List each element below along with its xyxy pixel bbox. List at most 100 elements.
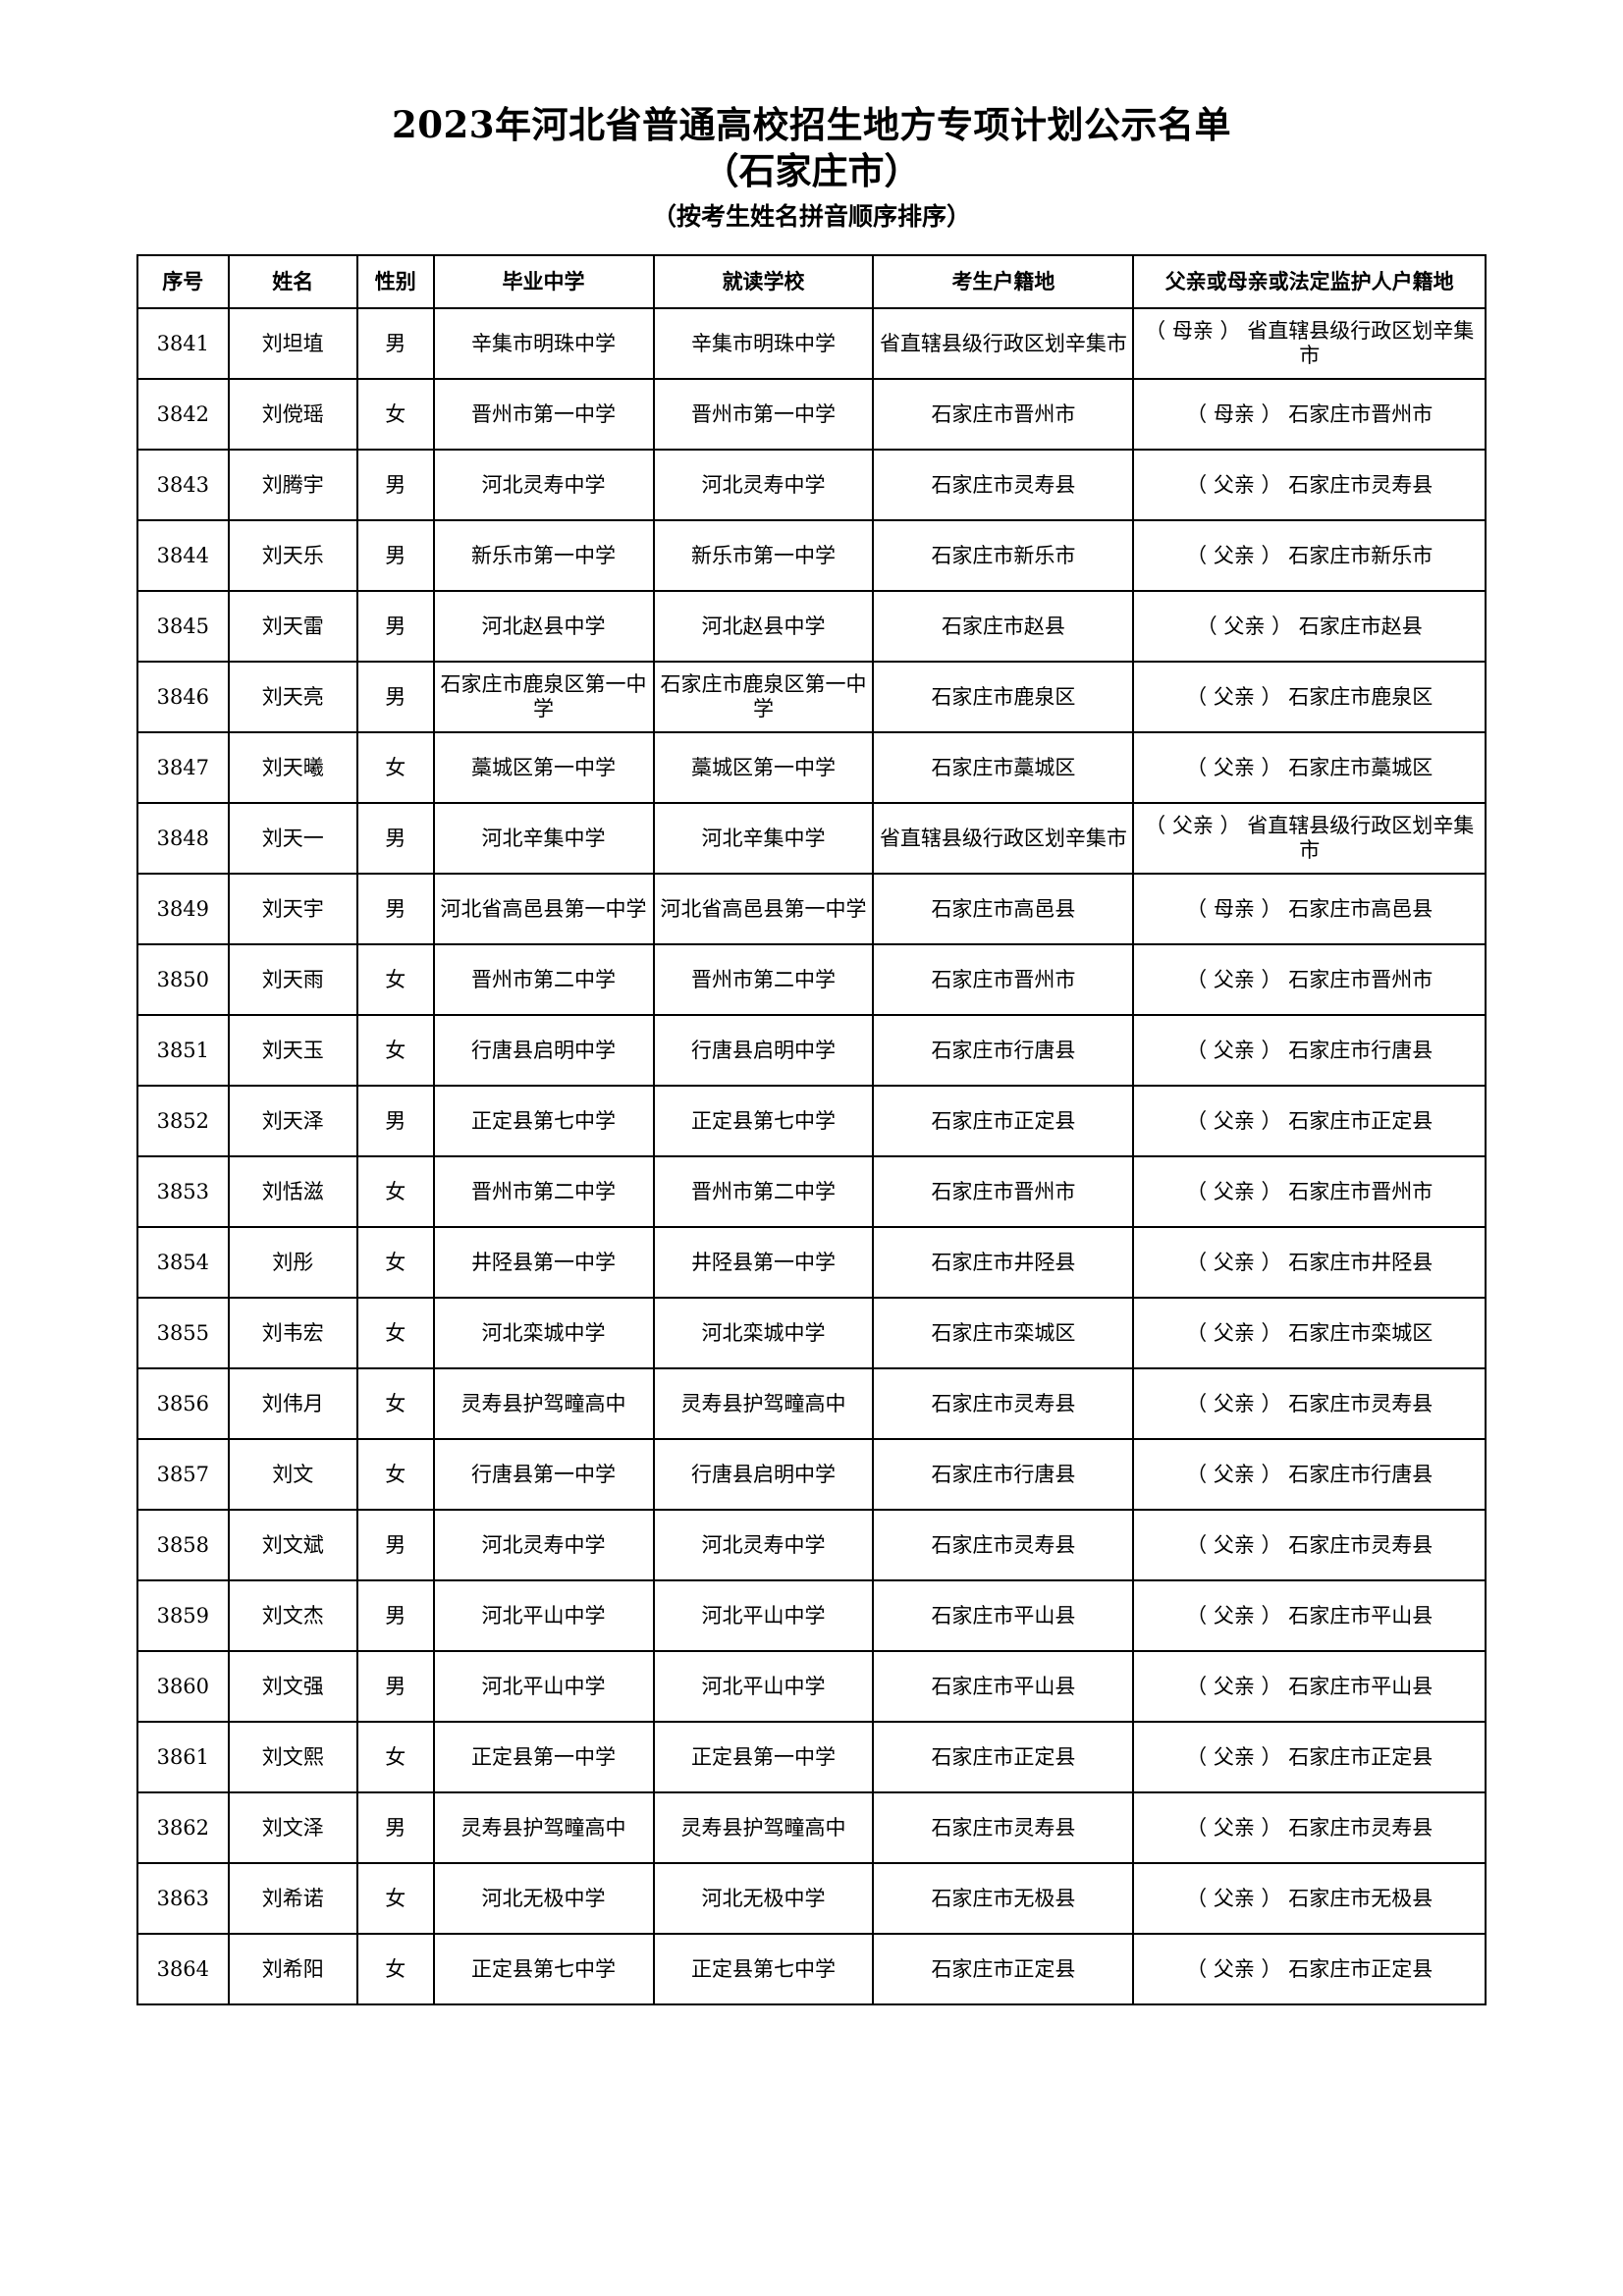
cell-guardian-registry: （ 父亲 ） 石家庄市新乐市 xyxy=(1132,519,1487,593)
cell-index: 3841 xyxy=(136,307,230,381)
cell-highschool: 河北赵县中学 xyxy=(432,590,655,664)
cell-guardian-registry: （ 父亲 ） 石家庄市无极县 xyxy=(1132,1862,1487,1936)
cell-index: 3849 xyxy=(136,873,230,946)
cell-sex: 男 xyxy=(355,661,435,734)
table-row: 3841 刘坦埴男辛集市明珠中学 辛集市明珠中学 省直辖县级行政区划辛集市（ 母亲 ）… xyxy=(136,307,1487,381)
cell-guardian-registry: （ 父亲 ） 石家庄市井陉县 xyxy=(1132,1226,1487,1300)
cell-registry: 石家庄市灵寿县 xyxy=(872,1791,1135,1865)
cell-registry: 石家庄市平山县 xyxy=(872,1650,1135,1724)
cell-current-school: 灵寿县护驾疃高中 xyxy=(652,1791,875,1865)
cell-index: 3846 xyxy=(136,661,230,734)
cell-guardian-registry: （ 父亲 ） 石家庄市栾城区 xyxy=(1132,1297,1487,1370)
cell-guardian-registry: （ 父亲 ） 石家庄市行唐县 xyxy=(1132,1438,1487,1512)
cell-registry: 石家庄市行唐县 xyxy=(872,1014,1135,1088)
table-row: 3855 刘韦宏女河北栾城中学 河北栾城中学 石家庄市栾城区（ 父亲 ） 石家庄市栾城… xyxy=(136,1297,1487,1370)
cell-registry: 石家庄市正定县 xyxy=(872,1933,1135,2006)
cell-current-school: 藁城区第一中学 xyxy=(652,731,875,805)
cell-index: 3860 xyxy=(136,1650,230,1724)
cell-current-school: 河北灵寿中学 xyxy=(652,449,875,522)
cell-sex: 女 xyxy=(355,943,435,1017)
cell-registry: 石家庄市正定县 xyxy=(872,1721,1135,1794)
cell-name: 刘文强 xyxy=(227,1650,358,1724)
cell-name: 刘坦埴 xyxy=(227,307,358,381)
cell-current-school: 辛集市明珠中学 xyxy=(652,307,875,381)
cell-sex: 女 xyxy=(355,1367,435,1441)
cell-sex: 男 xyxy=(355,519,435,593)
table-header-row: 序号 姓名 性别 毕业中学 就读学校 考生户籍地 父亲或母亲或法定监护人户籍地 xyxy=(136,254,1487,310)
roster-table-container: 序号 姓名 性别 毕业中学 就读学校 考生户籍地 父亲或母亲或法定监护人户籍地 … xyxy=(136,254,1487,2006)
cell-highschool: 行唐县第一中学 xyxy=(432,1438,655,1512)
cell-index: 3862 xyxy=(136,1791,230,1865)
cell-current-school: 正定县第一中学 xyxy=(652,1721,875,1794)
cell-guardian-registry: （ 父亲 ） 石家庄市平山县 xyxy=(1132,1579,1487,1653)
table-row: 3860 刘文强男河北平山中学 河北平山中学 石家庄市平山县（ 父亲 ） 石家庄市平山… xyxy=(136,1650,1487,1724)
cell-current-school: 河北省高邑县第一中学 xyxy=(652,873,875,946)
table-row: 3848 刘天一男河北辛集中学 河北辛集中学 省直辖县级行政区划辛集市（ 父亲 ） 省… xyxy=(136,802,1487,876)
cell-highschool: 行唐县启明中学 xyxy=(432,1014,655,1088)
table-row: 3844 刘天乐男新乐市第一中学 新乐市第一中学 石家庄市新乐市（ 父亲 ） 石家庄市… xyxy=(136,519,1487,593)
cell-registry: 石家庄市行唐县 xyxy=(872,1438,1135,1512)
cell-index: 3845 xyxy=(136,590,230,664)
cell-current-school: 新乐市第一中学 xyxy=(652,519,875,593)
title-block: 2023年河北省普通高校招生地方专项计划公示名单 （石家庄市） （按考生姓名拼音… xyxy=(0,0,1623,233)
column-header-index: 序号 xyxy=(136,254,230,310)
cell-current-school: 灵寿县护驾疃高中 xyxy=(652,1367,875,1441)
cell-guardian-registry: （ 父亲 ） 石家庄市灵寿县 xyxy=(1132,1791,1487,1865)
cell-name: 刘天玉 xyxy=(227,1014,358,1088)
cell-current-school: 石家庄市鹿泉区第一中学 xyxy=(652,661,875,734)
cell-registry: 省直辖县级行政区划辛集市 xyxy=(872,802,1135,876)
cell-guardian-registry: （ 父亲 ） 石家庄市鹿泉区 xyxy=(1132,661,1487,734)
cell-name: 刘韦宏 xyxy=(227,1297,358,1370)
cell-registry: 石家庄市灵寿县 xyxy=(872,1367,1135,1441)
cell-current-school: 河北平山中学 xyxy=(652,1650,875,1724)
cell-index: 3864 xyxy=(136,1933,230,2006)
cell-sex: 女 xyxy=(355,1933,435,2006)
cell-highschool: 晋州市第二中学 xyxy=(432,943,655,1017)
cell-index: 3854 xyxy=(136,1226,230,1300)
cell-current-school: 行唐县启明中学 xyxy=(652,1014,875,1088)
cell-current-school: 河北栾城中学 xyxy=(652,1297,875,1370)
cell-registry: 石家庄市晋州市 xyxy=(872,1155,1135,1229)
cell-name: 刘天宇 xyxy=(227,873,358,946)
cell-current-school: 河北平山中学 xyxy=(652,1579,875,1653)
cell-sex: 男 xyxy=(355,1509,435,1582)
cell-name: 刘文熙 xyxy=(227,1721,358,1794)
cell-registry: 石家庄市晋州市 xyxy=(872,943,1135,1017)
cell-highschool: 灵寿县护驾疃高中 xyxy=(432,1367,655,1441)
table-row: 3863 刘希诺女河北无极中学 河北无极中学 石家庄市无极县（ 父亲 ） 石家庄市无极… xyxy=(136,1862,1487,1936)
cell-guardian-registry: （ 父亲 ） 石家庄市行唐县 xyxy=(1132,1014,1487,1088)
cell-highschool: 河北平山中学 xyxy=(432,1579,655,1653)
cell-sex: 女 xyxy=(355,1862,435,1936)
roster-table: 序号 姓名 性别 毕业中学 就读学校 考生户籍地 父亲或母亲或法定监护人户籍地 … xyxy=(136,254,1487,2006)
cell-current-school: 正定县第七中学 xyxy=(652,1085,875,1158)
cell-highschool: 河北灵寿中学 xyxy=(432,1509,655,1582)
column-header-sex: 性别 xyxy=(355,254,435,310)
cell-sex: 女 xyxy=(355,1438,435,1512)
cell-name: 刘傥瑶 xyxy=(227,378,358,452)
column-header-registry: 考生户籍地 xyxy=(872,254,1135,310)
cell-guardian-registry: （ 父亲 ） 石家庄市灵寿县 xyxy=(1132,1367,1487,1441)
cell-index: 3858 xyxy=(136,1509,230,1582)
cell-guardian-registry: （ 父亲 ） 省直辖县级行政区划辛集市 xyxy=(1132,802,1487,876)
page-subtitle: （石家庄市） xyxy=(702,149,921,193)
cell-name: 刘天雷 xyxy=(227,590,358,664)
sort-note: （按考生姓名拼音顺序排序） xyxy=(651,201,971,231)
cell-name: 刘希阳 xyxy=(227,1933,358,2006)
cell-highschool: 河北平山中学 xyxy=(432,1650,655,1724)
cell-sex: 女 xyxy=(355,1226,435,1300)
cell-sex: 女 xyxy=(355,731,435,805)
cell-name: 刘天泽 xyxy=(227,1085,358,1158)
cell-registry: 石家庄市新乐市 xyxy=(872,519,1135,593)
cell-highschool: 晋州市第一中学 xyxy=(432,378,655,452)
cell-index: 3861 xyxy=(136,1721,230,1794)
cell-highschool: 河北栾城中学 xyxy=(432,1297,655,1370)
cell-guardian-registry: （ 父亲 ） 石家庄市平山县 xyxy=(1132,1650,1487,1724)
cell-index: 3848 xyxy=(136,802,230,876)
cell-index: 3850 xyxy=(136,943,230,1017)
cell-guardian-registry: （ 父亲 ） 石家庄市灵寿县 xyxy=(1132,1509,1487,1582)
cell-registry: 石家庄市无极县 xyxy=(872,1862,1135,1936)
table-row: 3856 刘伟月女灵寿县护驾疃高中 灵寿县护驾疃高中 石家庄市灵寿县（ 父亲 ） 石家… xyxy=(136,1367,1487,1441)
cell-name: 刘文 xyxy=(227,1438,358,1512)
cell-index: 3859 xyxy=(136,1579,230,1653)
